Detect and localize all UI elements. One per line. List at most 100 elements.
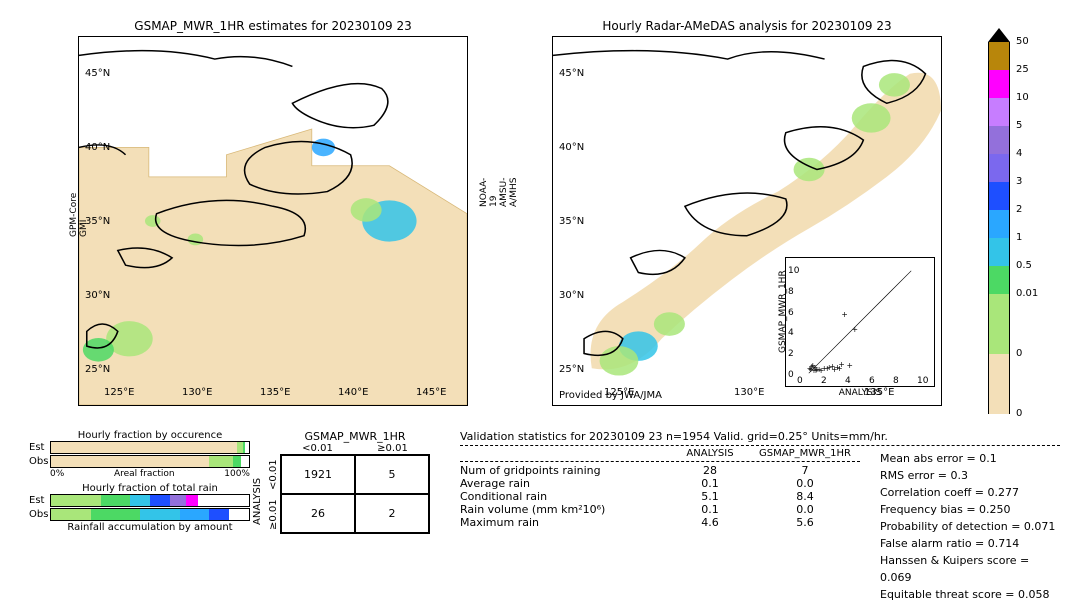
colorbar-tick: 0.5 [1016,260,1032,271]
fraction-segment [241,456,249,467]
occurrence-title: Hourly fraction by occurence [50,430,250,441]
scatter-xtick: 2 [821,376,827,386]
map-xtick: 130°E [182,387,212,398]
scatter-ytick: 10 [788,266,799,276]
colorbar-tick: 10 [1016,92,1029,103]
stats-metric: Hanssen & Kuipers score = 0.069 [880,552,1060,586]
stats-metric: Probability of detection = 0.071 [880,518,1060,535]
totalrain-title: Hourly fraction of total rain [50,483,250,494]
ct-cell-00: 1921 [281,455,355,494]
colorbar-tick: 5 [1016,120,1022,131]
map-ytick: 40°N [85,142,110,153]
ct-col-1: ≥0.01 [355,443,430,454]
colorbar-segment [988,42,1010,70]
colorbar-segment [988,238,1010,266]
map-xtick: 145°E [416,387,446,398]
colorbar-tick: 0 [1016,348,1022,359]
fraction-bar: Est [50,494,250,507]
fraction-segment [209,456,233,467]
validation-stats: Validation statistics for 20230109 23 n=… [460,430,1060,529]
map-right-panel: Hourly Radar-AMeDAS analysis for 2023010… [552,36,942,406]
fraction-segment [130,495,150,506]
scatter-ylabel: GSMAP_MWR_1HR [778,270,788,353]
colorbar-segment [988,354,1010,414]
colorbar-segment [988,266,1010,294]
fraction-bar: Obs [50,455,250,468]
scatter-ytick: 4 [788,328,794,338]
fraction-segment [150,495,170,506]
colorbar-segment [988,182,1010,210]
ct-analysis-label: ANALYSIS [252,478,263,525]
ct-cell-10: 26 [281,494,355,533]
gmi-label: GPM-CoreGMI [69,193,89,237]
fraction-segment [209,509,229,520]
figure-root: GSMAP_MWR_1HR estimates for 20230109 23 … [0,0,1080,612]
map-left-title: GSMAP_MWR_1HR estimates for 20230109 23 [79,19,467,33]
occurrence-axis: 0% Areal fraction 100% [50,469,250,479]
colorbar-tick: 0.01 [1016,288,1038,299]
scatter-ytick: 2 [788,349,794,359]
scatter-xtick: 10 [917,376,928,386]
fraction-segment [170,495,186,506]
colorbar-segment [988,126,1010,154]
colorbar-segment [988,98,1010,126]
rain-patch [312,139,335,157]
fraction-segment [51,456,209,467]
scatter-point: + [834,363,840,372]
fraction-bar: Est [50,441,250,454]
fraction-segment [91,509,141,520]
colorbar-tick: 1 [1016,232,1022,243]
stats-metric: RMS error = 0.3 [880,467,1060,484]
axis-mid: Areal fraction [114,469,175,479]
fraction-segment [229,509,249,520]
colorbar: 502510543210.50.0100 [988,42,1010,402]
map-xtick: 140°E [338,387,368,398]
scatter-xtick: 0 [797,376,803,386]
rain-patch [188,234,204,246]
colorbar-tick: 50 [1016,36,1029,47]
colorbar-tick: 3 [1016,176,1022,187]
stats-colhdr-0: ANALYSIS [670,448,750,459]
map-ytick: 30°N [559,290,584,301]
colorbar-tick: 25 [1016,64,1029,75]
fraction-segment [186,495,198,506]
map-ytick: 45°N [85,68,110,79]
scatter-xtick: 8 [893,376,899,386]
stats-title: Validation statistics for 20230109 23 n=… [460,430,1060,443]
map-ytick: 35°N [559,216,584,227]
ct-cell-01: 5 [355,455,429,494]
scatter-ytick: 0 [788,370,794,380]
map-left-svg [79,37,467,405]
axis-min: 0% [50,469,64,479]
ct-col-headers: <0.01 ≥0.01 [280,443,430,454]
scatter-point: + [841,310,847,319]
map-xtick: 125°E [104,387,134,398]
fraction-bar: Obs [50,508,250,521]
colorbar-tick: 2 [1016,204,1022,215]
map-ytick: 30°N [85,290,110,301]
fraction-segment [233,456,241,467]
fraction-segment [198,495,249,506]
map-ytick: 40°N [559,142,584,153]
fraction-segment [51,442,237,453]
scatter-inset: +++++++++++++++++++++ ANALYSIS GSMAP_MWR… [785,257,935,387]
scatter-xlabel: ANALYSIS [786,388,934,398]
fraction-segment [101,495,131,506]
colorbar-segment [988,154,1010,182]
ct-row-0: <0.01 [268,459,279,490]
colorbar-segment [988,70,1010,98]
scatter-ytick: 8 [788,287,794,297]
fraction-segment [245,442,249,453]
scatter-point: + [813,366,819,375]
map-ytick: 45°N [559,68,584,79]
fraction-segment [51,495,101,506]
ct-title: GSMAP_MWR_1HR [280,430,430,443]
fraction-row-label: Obs [29,456,48,467]
map-xtick: 135°E [260,387,290,398]
fraction-segment [180,509,210,520]
map-ytick: 25°N [559,364,584,375]
colorbar-tick: 4 [1016,148,1022,159]
stats-metric: Frequency bias = 0.250 [880,501,1060,518]
ct-cell-11: 2 [355,494,429,533]
fraction-row-label: Est [29,495,44,506]
